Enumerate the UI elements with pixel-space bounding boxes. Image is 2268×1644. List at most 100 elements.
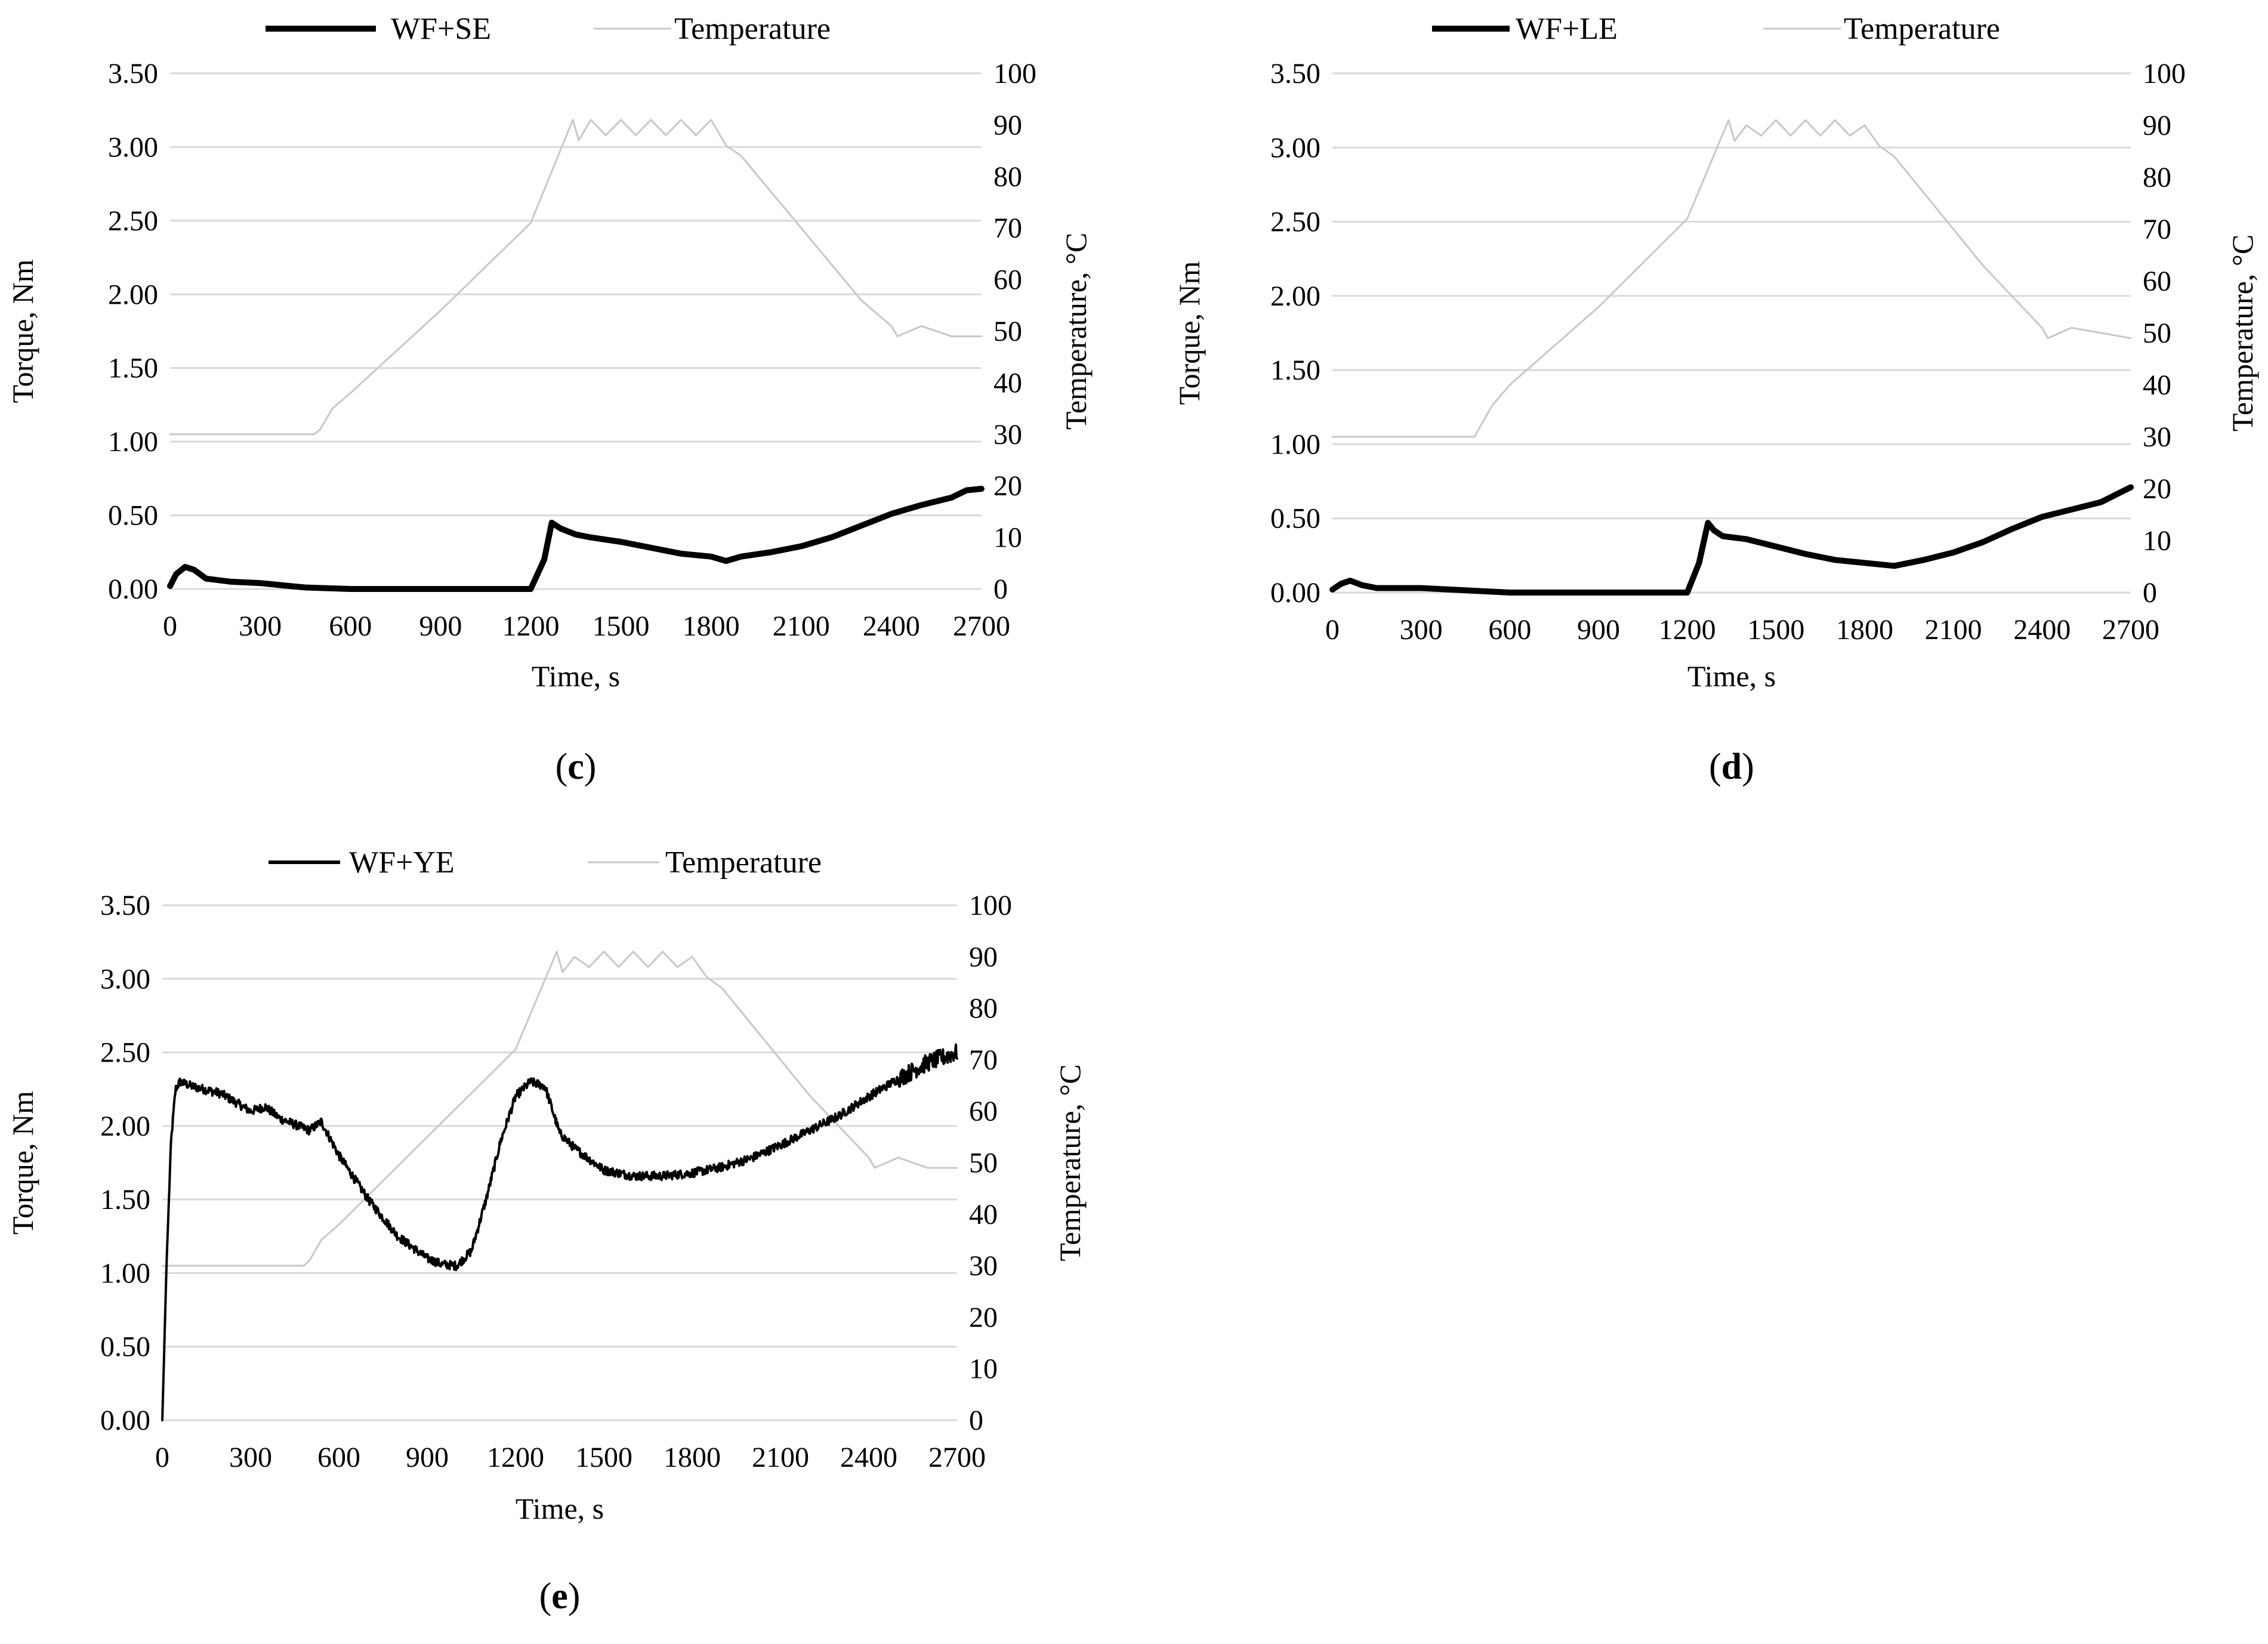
y2-tick-label: 30 [993,419,1022,451]
y2-axis-title: Temperature, °C [2226,235,2259,431]
y2-tick-label: 50 [2143,317,2171,349]
y-tick-label: 2.50 [1270,206,1320,238]
y2-tick-label: 30 [969,1250,998,1282]
x-tick-label: 1500 [575,1442,632,1473]
panel-label-letter: d [1721,747,1742,787]
x-tick-label: 300 [1400,614,1443,646]
legend-label-temperature: Temperature [665,846,822,880]
y-axis-title: Torque, Nm [1172,261,1206,405]
x-tick-label: 2100 [1925,614,1982,646]
x-axis-title: Time, s [1687,659,1776,693]
panel-label: (c) [556,747,597,787]
y2-tick-label: 50 [969,1148,998,1179]
y-tick-label: 3.00 [1270,132,1320,164]
series-line-torque [161,1043,958,1421]
y-axis-title: Torque, Nm [6,1091,39,1235]
y2-tick-label: 30 [2143,421,2171,453]
x-tick-label: 1800 [683,610,740,642]
y2-tick-label: 90 [993,109,1022,141]
chart-panel-d: 0.00 0.50 1.00 1.50 2.00 2.50 3.00 3.50 0 10 20 30 4… [1172,12,2259,787]
panel-label: (d) [1709,747,1754,787]
panel-label-open-paren: ( [556,747,568,787]
y2-tick-label: 80 [993,161,1022,193]
y-tick-label: 1.00 [108,426,158,458]
y2-tick-label: 50 [993,316,1022,347]
y2-tick-label: 90 [2143,110,2171,141]
series-line-temperature [161,951,958,1267]
x-tick-label: 0 [163,610,177,642]
y2-tick-label: 70 [993,212,1022,244]
x-tick-label: 1500 [593,610,650,642]
legend-label-torque: WF+SE [391,12,491,46]
x-tick-label: 600 [329,610,372,642]
x-tick-label: 1200 [502,610,559,642]
series-line-torque [1329,484,2134,596]
panel-label-close-paren: ) [1742,747,1754,787]
y-tick-label: 1.00 [100,1257,150,1289]
y2-tick-label: 70 [2143,214,2171,245]
x-tick-label: 0 [1325,614,1340,646]
x-tick-label: 300 [239,610,282,642]
y-tick-label: 2.00 [1270,280,1320,312]
x-tick-label: 2400 [863,610,920,642]
x-tick-label: 2100 [773,610,830,642]
y2-tick-label: 20 [993,470,1022,502]
x-tick-label: 900 [406,1442,449,1473]
y-tick-label: 2.00 [108,279,158,310]
x-tick-label: 600 [1488,614,1531,646]
y2-tick-label: 60 [2143,266,2171,297]
y2-tick-label: 20 [2143,473,2171,505]
panel-label-letter: c [567,747,584,787]
y-tick-label: 1.50 [1270,354,1320,386]
y-tick-label: 2.50 [100,1037,150,1069]
x-tick-label: 2700 [953,610,1010,642]
x-tick-label: 1200 [1659,614,1716,646]
legend-label-temperature: Temperature [1844,12,2000,46]
y-tick-label: 3.50 [100,890,150,921]
y-tick-label: 0.00 [108,573,158,605]
y2-tick-label: 100 [969,890,1012,921]
y-tick-label: 0.50 [108,500,158,532]
x-tick-label: 2100 [752,1442,809,1473]
y2-tick-label: 0 [2143,577,2157,609]
y-axis-title: Torque, Nm [6,259,39,403]
panel-label-close-paren: ) [568,1576,581,1617]
x-axis-title: Time, s [516,1492,604,1525]
series-line-temperature [1331,119,2132,438]
y2-tick-label: 60 [969,1096,998,1127]
y2-tick-label: 10 [969,1353,998,1385]
y2-tick-label: 60 [993,264,1022,296]
x-tick-label: 2700 [2102,614,2159,646]
chart-panel-e: 0.00 0.50 1.00 1.50 2.00 2.50 3.00 3.50 0 10 20 30 4… [6,846,1087,1617]
y2-tick-label: 10 [993,522,1022,554]
panel-label-close-paren: ) [584,747,597,787]
y2-tick-label: 70 [969,1044,998,1076]
x-tick-label: 1800 [664,1442,721,1473]
y2-tick-label: 80 [2143,162,2171,193]
y2-tick-label: 100 [2143,58,2186,90]
x-tick-label: 2400 [2013,614,2070,646]
x-tick-label: 900 [1577,614,1620,646]
y2-axis-title: Temperature, °C [1059,233,1093,430]
y2-tick-label: 40 [2143,369,2171,401]
x-tick-label: 900 [419,610,462,642]
y-tick-label: 3.50 [108,58,158,90]
y-tick-label: 0.50 [1270,503,1320,535]
series-line-temperature [169,119,983,436]
y-tick-label: 0.00 [100,1405,150,1436]
chart-panel-c: 0.00 0.50 1.00 1.50 2.00 2.50 3.00 3.50 0 10 20 30 4… [6,12,1093,787]
legend-label-torque: WF+YE [349,846,455,880]
legend-label-torque: WF+LE [1516,12,1618,46]
y2-tick-label: 40 [969,1199,998,1230]
x-tick-label: 1800 [1836,614,1893,646]
y-tick-label: 0.50 [100,1331,150,1363]
y2-tick-label: 90 [969,941,998,973]
panel-label-letter: e [551,1576,568,1617]
y-tick-label: 1.50 [108,353,158,384]
y2-tick-label: 40 [993,367,1022,399]
x-axis-title: Time, s [532,659,620,693]
y2-tick-label: 100 [993,58,1036,90]
y-tick-label: 1.00 [1270,428,1320,460]
